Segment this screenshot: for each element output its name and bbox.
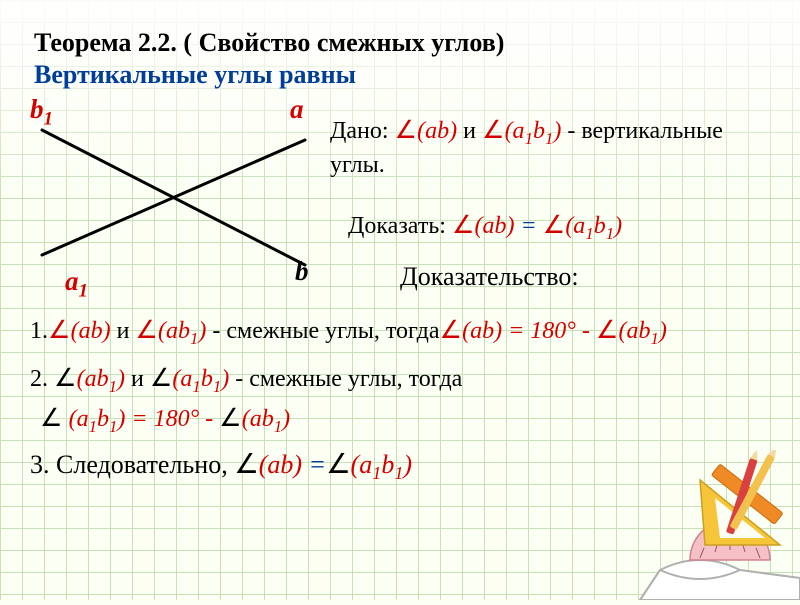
given-block: Дано: (аb) и (a1b1) - вертикальные углы. — [330, 115, 770, 181]
label-a1: a1 — [65, 266, 88, 302]
label-a: a — [290, 94, 304, 125]
given-label: Дано: — [330, 118, 389, 144]
proof-line-2b: (a1b1) = 180° - (ab1) — [40, 402, 800, 438]
prove-block: Доказать: (аb) = (a1b1) — [348, 210, 788, 244]
angle-diagram: b1 a a1 b — [30, 100, 330, 290]
proof-label: Доказательство: — [400, 262, 579, 292]
proof-line-2: 2. (ab1) и (a1b1) - смежные углы, тогда — [30, 362, 790, 398]
theorem-title: Теорема 2.2. ( Свойство смежных углов) — [34, 26, 766, 60]
label-b: b — [295, 256, 309, 287]
theorem-subtitle: Вертикальные углы равны — [34, 60, 766, 90]
proof-line-1: 1.(ab) и (ab1) - смежные углы, тогда(ab)… — [30, 314, 790, 350]
diagram-lines — [30, 100, 330, 290]
stationery-decor — [600, 450, 800, 600]
prove-label: Доказать: — [348, 213, 446, 239]
label-b1: b1 — [30, 94, 53, 130]
